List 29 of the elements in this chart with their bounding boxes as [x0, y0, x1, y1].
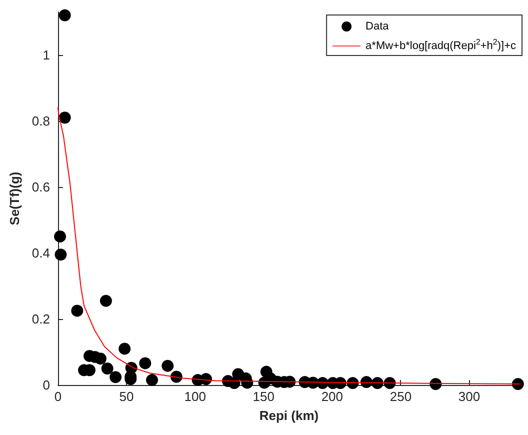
point — [71, 304, 84, 317]
point — [100, 294, 112, 307]
x-tick-label: 250 — [390, 389, 412, 404]
y-tick-label: 0.4 — [32, 245, 50, 260]
y-tick-label: 0.2 — [32, 311, 50, 326]
y-tick-label: 0.6 — [32, 179, 50, 194]
point — [110, 371, 122, 384]
point — [146, 374, 158, 386]
legend-label: Data — [366, 20, 390, 32]
point — [118, 342, 131, 355]
point — [162, 360, 174, 372]
x-tick-label: 100 — [184, 389, 206, 404]
point — [58, 9, 71, 22]
point — [512, 378, 524, 390]
point — [139, 357, 152, 370]
point — [101, 362, 114, 374]
y-tick-label: 0 — [42, 378, 50, 392]
point — [54, 230, 66, 242]
x-tick-label: 150 — [252, 389, 274, 404]
y-axis-title: Se(Tf)(g) — [7, 172, 22, 226]
point — [58, 112, 71, 124]
x-tick-label: 0 — [54, 389, 62, 404]
point — [54, 248, 67, 261]
x-tick-label: 50 — [119, 389, 134, 404]
x-axis-title: Repi (km) — [259, 408, 319, 423]
y-tick-label: 0.8 — [32, 113, 50, 128]
x-tick-label: 200 — [321, 389, 344, 404]
x-tick-label: 300 — [458, 389, 480, 404]
y-tick-label: 1 — [42, 47, 50, 62]
